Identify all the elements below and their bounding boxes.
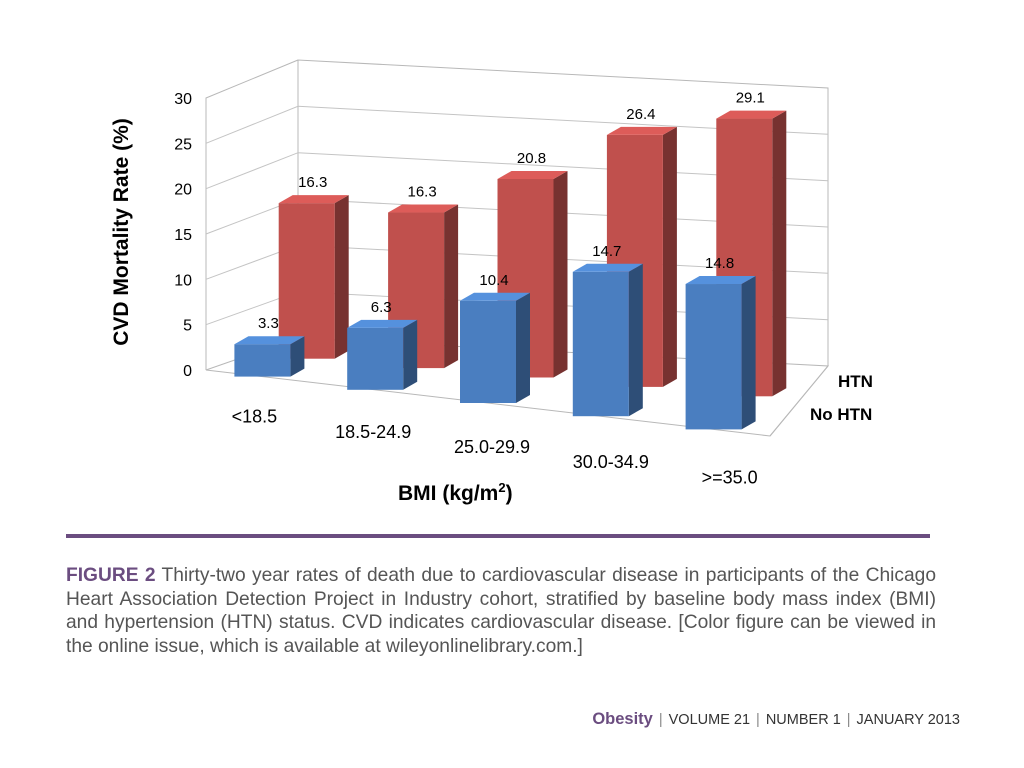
figure-caption: FIGURE 2 Thirty-two year rates of death …	[66, 564, 936, 658]
data-label: 6.3	[371, 299, 392, 316]
data-label: 16.3	[298, 174, 327, 191]
series-depth-labels: HTN No HTN	[769, 365, 873, 437]
bar-side	[444, 204, 459, 369]
journal-footer: Obesity | VOLUME 21 | NUMBER 1 | JANUARY 2013	[592, 710, 960, 729]
x-axis-title-sup: 2	[498, 480, 505, 495]
x-category-label: 25.0-29.9	[454, 437, 530, 457]
bars-layer	[234, 110, 787, 430]
y-tick-label: 15	[174, 227, 192, 244]
footer-separator: |	[756, 712, 760, 728]
side-wall	[205, 59, 299, 370]
caption-text: Thirty-two year rates of death due to ca…	[66, 565, 936, 657]
y-tick-label: 30	[174, 91, 192, 108]
x-category-label: <18.5	[232, 407, 278, 427]
data-label: 20.8	[517, 150, 546, 167]
bar-0-1	[347, 327, 404, 390]
data-labels: 16.3 16.3 20.8 26.4 29.1 3.3 6.3 10.4 14.7 14.8	[258, 90, 765, 333]
data-label: 3.3	[258, 315, 279, 332]
bar-top	[606, 126, 677, 135]
x-axis-title: BMI (kg/m2)	[398, 480, 513, 505]
footer-separator: |	[658, 712, 663, 728]
figure-label: FIGURE 2	[66, 565, 156, 586]
data-label: 10.4	[479, 272, 508, 289]
bar-top	[278, 195, 349, 204]
x-category-label: >=35.0	[702, 467, 758, 487]
bar-side	[628, 263, 643, 417]
y-axis-title: CVD Mortality Rate (%)	[110, 118, 133, 346]
gridline	[205, 105, 829, 144]
y-tick-labels: 0 5 10 15 20 25 30	[174, 91, 192, 380]
bar-side	[553, 171, 568, 378]
depth-label-no-htn: No HTN	[810, 405, 872, 424]
x-category-labels: <18.5 18.5-24.9 25.0-29.9 30.0-34.9 >=35.0	[232, 407, 758, 488]
x-axis-title-end: )	[506, 482, 513, 505]
bar-top	[388, 204, 459, 213]
bar-top	[497, 171, 568, 179]
x-category-label: 18.5-24.9	[335, 422, 411, 442]
number-text: NUMBER 1	[765, 712, 841, 728]
x-axis-title-main: BMI (kg/m	[398, 482, 498, 505]
footer-separator: |	[846, 712, 851, 728]
y-tick-label: 10	[174, 272, 192, 289]
bar-top	[460, 292, 530, 301]
bar-side	[741, 276, 756, 430]
bar-top	[234, 336, 305, 345]
volume-text: VOLUME 21	[668, 712, 751, 728]
bar-0-2	[460, 300, 516, 403]
date-text: JANUARY 2013	[856, 712, 960, 728]
bar-side	[334, 195, 349, 359]
bar-1-0	[278, 203, 335, 359]
data-label: 14.8	[705, 255, 734, 272]
y-tick-label: 5	[183, 318, 192, 335]
y-tick-label: 20	[174, 182, 192, 199]
caption-divider	[66, 534, 930, 538]
data-label: 29.1	[736, 90, 765, 107]
y-tick-label: 25	[174, 136, 192, 153]
bar-0-4	[685, 284, 742, 430]
depth-axis	[769, 365, 829, 437]
bar-side	[403, 319, 418, 390]
bar-top	[572, 263, 643, 272]
bar-side	[772, 110, 787, 397]
bar-top	[347, 319, 418, 328]
bar-0-0	[234, 344, 291, 377]
bar-0-3	[572, 271, 629, 417]
bar-side	[516, 292, 530, 403]
bar-side	[290, 336, 305, 377]
depth-label-htn: HTN	[838, 372, 873, 391]
data-label: 26.4	[626, 106, 655, 123]
data-label: 16.3	[407, 184, 436, 201]
y-tick-label: 0	[183, 363, 192, 380]
data-label: 14.7	[592, 243, 621, 260]
bar-top	[716, 110, 787, 119]
x-category-label: 30.0-34.9	[573, 452, 649, 472]
bar-top	[685, 276, 756, 284]
journal-name: Obesity	[592, 710, 653, 728]
bar-side	[662, 126, 677, 387]
